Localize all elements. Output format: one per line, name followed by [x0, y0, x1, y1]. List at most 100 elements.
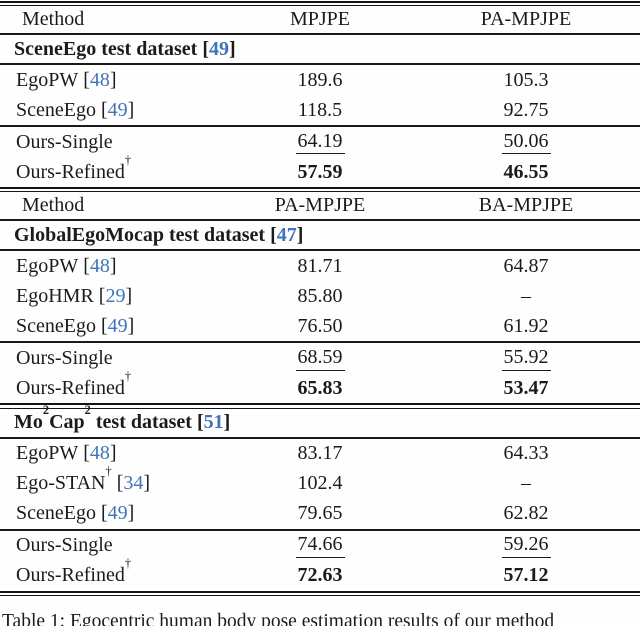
method-cell: Ego-STAN† [34]: [0, 465, 228, 495]
citation-number[interactable]: 29: [105, 284, 126, 307]
bracket: ]: [127, 502, 135, 525]
results-table: Method MPJPE PA-MPJPE SceneEgo test data…: [0, 1, 640, 596]
value-cell: 189.6: [297, 68, 343, 91]
method-name: Ours-Single: [16, 346, 113, 369]
method-cell: Ours-Refined†[]: [0, 154, 228, 184]
bracket: [: [100, 98, 108, 121]
section-title-text: Mo: [14, 411, 43, 434]
bracket: ]: [125, 284, 133, 307]
table-row: Ours-Refined†[] 72.63 57.12: [0, 557, 640, 591]
method-cell: SceneEgo [49]: [0, 502, 228, 525]
citation-number[interactable]: 47: [276, 223, 297, 246]
value-cell: –: [521, 472, 531, 495]
superscript-2: 2: [84, 403, 91, 418]
bracket: ]: [127, 98, 135, 121]
method-cell: EgoPW [48]: [0, 442, 228, 465]
table-caption: Table 1: Egocentric human body pose esti…: [2, 611, 555, 626]
value-cell: 68.59: [228, 346, 412, 371]
value-cell: 50.06: [412, 130, 640, 155]
value-cell: 61.92: [503, 314, 549, 337]
bracket: [: [83, 254, 90, 277]
value-cell: 55.92: [412, 346, 640, 371]
rule-single: [0, 125, 640, 128]
bracket: [: [83, 68, 90, 91]
method-cell: SceneEgo [49]: [0, 315, 228, 338]
table-row: EgoPW [48] 83.17 64.33: [0, 439, 640, 469]
citation: [49]: [101, 99, 134, 121]
dagger-superscript: †: [105, 464, 112, 479]
table-header-row: Method MPJPE PA-MPJPE: [0, 6, 640, 33]
table-header-row: Method PA-MPJPE BA-MPJPE: [0, 192, 640, 219]
method-name: SceneEgo: [16, 314, 96, 337]
rule-single: [0, 528, 640, 531]
method-name: EgoPW: [16, 254, 79, 277]
method-cell: SceneEgo [49]: [0, 99, 228, 122]
method-name: Ours-Refined: [16, 376, 125, 399]
value-cell: 57.59: [297, 160, 343, 183]
table-row: EgoHMR [29] 85.80 –: [0, 281, 640, 311]
rule-double: [0, 1, 640, 7]
value-cell: 102.4: [297, 472, 343, 495]
citation-number[interactable]: 48: [89, 442, 110, 465]
bracket: [: [83, 442, 90, 465]
citation-number[interactable]: 48: [89, 254, 110, 277]
citation-number[interactable]: 48: [89, 68, 110, 91]
value-cell: 76.50: [297, 314, 343, 337]
bracket: ]: [228, 37, 236, 60]
section-title-text: test dataset: [90, 411, 192, 434]
section-title: SceneEgo test dataset [49]: [0, 38, 640, 61]
bracket: ]: [109, 254, 117, 277]
section-title: GlobalEgoMocap test dataset [47]: [0, 224, 640, 247]
table-row: EgoPW [48] 189.6 105.3: [0, 65, 640, 95]
value-cell: 81.71: [297, 254, 343, 277]
citation-number[interactable]: 49: [107, 314, 128, 337]
citation-number[interactable]: 49: [107, 502, 128, 525]
bracket: ]: [127, 314, 135, 337]
column-header-method: Method: [22, 8, 85, 31]
method-cell: EgoPW [48]: [0, 255, 228, 278]
rule-single: [0, 63, 640, 66]
method-name: EgoHMR: [16, 284, 94, 307]
citation-number[interactable]: 49: [107, 98, 128, 121]
bracket: [: [100, 314, 108, 337]
citation-number[interactable]: 51: [203, 411, 224, 434]
column-header-pa-mpjpe: PA-MPJPE: [274, 194, 366, 217]
citation-number[interactable]: 34: [123, 472, 144, 495]
bracket: [: [100, 502, 108, 525]
method-cell: Ours-Single[]: [0, 347, 228, 370]
section-title-row: Mo2Cap2 test dataset [51]: [0, 404, 640, 437]
bracket: ]: [109, 442, 117, 465]
table-row: Ours-Refined†[] 65.83 53.47: [0, 370, 640, 403]
value-cell: 62.82: [503, 502, 549, 525]
bracket: ]: [109, 68, 117, 91]
section-title-text: Cap: [49, 411, 85, 434]
rule-double: [0, 187, 640, 193]
value-cell: –: [521, 284, 531, 307]
rule-single: [0, 249, 640, 252]
value-cell: 118.5: [297, 98, 343, 121]
value-cell: 64.87: [503, 254, 549, 277]
bracket: ]: [223, 411, 231, 434]
bracket: [: [270, 223, 277, 246]
rule-single: [0, 219, 640, 222]
rule-double: [0, 403, 640, 409]
dagger-superscript: †: [124, 369, 132, 384]
value-cell: 57.12: [503, 564, 549, 587]
method-name: EgoPW: [16, 68, 79, 91]
value-cell: 92.75: [503, 98, 549, 121]
citation: [49]: [101, 315, 134, 337]
value-cell: 105.3: [503, 68, 549, 91]
value-cell: 59.26: [412, 533, 640, 558]
dagger-superscript: †: [124, 153, 132, 168]
value-cell: 85.80: [297, 284, 343, 307]
table-row: SceneEgo [49] 118.5 92.75: [0, 95, 640, 125]
citation: [48]: [83, 255, 116, 277]
table-row: Ours-Single[] 68.59 55.92: [0, 343, 640, 373]
table-row: Ours-Refined†[] 57.59 46.55: [0, 154, 640, 187]
value-cell: 83.17: [297, 442, 343, 465]
dagger-superscript: †: [124, 556, 132, 571]
citation-number[interactable]: 49: [208, 37, 229, 60]
value-cell: 64.19: [228, 130, 412, 155]
column-header-mpjpe: MPJPE: [289, 8, 351, 31]
table-row: EgoPW [48] 81.71 64.87: [0, 251, 640, 281]
